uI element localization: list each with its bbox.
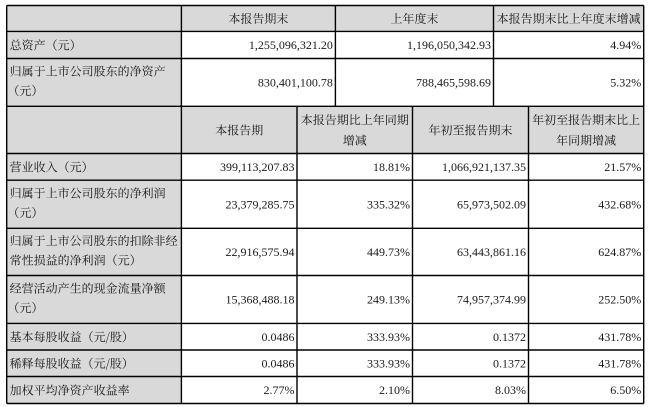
svg-text:333.93%: 333.93% [367, 356, 410, 370]
svg-text:1,196,050,342.93: 1,196,050,342.93 [407, 38, 491, 52]
svg-text:15,368,488.18: 15,368,488.18 [226, 293, 295, 307]
svg-text:399,113,207.83: 399,113,207.83 [220, 160, 295, 174]
svg-text:5.32%: 5.32% [610, 76, 641, 90]
svg-text:431.78%: 431.78% [598, 330, 641, 344]
svg-text:0.1372: 0.1372 [493, 356, 526, 370]
svg-text:788,465,598.69: 788,465,598.69 [416, 76, 491, 90]
svg-text:252.50%: 252.50% [598, 293, 641, 307]
svg-text:432.68%: 432.68% [598, 197, 641, 211]
svg-text:1,066,921,137.35: 1,066,921,137.35 [442, 160, 526, 174]
svg-text:22,916,575.94: 22,916,575.94 [226, 245, 295, 259]
svg-text:431.78%: 431.78% [598, 356, 641, 370]
svg-text:74,957,374.99: 74,957,374.99 [457, 293, 526, 307]
svg-text:2.77%: 2.77% [264, 383, 295, 397]
svg-text:23,379,285.75: 23,379,285.75 [226, 197, 295, 211]
svg-text:0.0486: 0.0486 [262, 356, 295, 370]
svg-text:65,973,502.09: 65,973,502.09 [457, 197, 526, 211]
svg-text:4.94%: 4.94% [610, 38, 641, 52]
svg-text:18.81%: 18.81% [373, 160, 410, 174]
svg-text:6.50%: 6.50% [610, 383, 641, 397]
svg-text:1,255,096,321.20: 1,255,096,321.20 [249, 38, 333, 52]
svg-text:63,443,861.16: 63,443,861.16 [457, 245, 526, 259]
svg-text:624.87%: 624.87% [598, 245, 641, 259]
svg-text:333.93%: 333.93% [367, 330, 410, 344]
svg-text:249.13%: 249.13% [367, 293, 410, 307]
svg-text:0.1372: 0.1372 [493, 330, 526, 344]
svg-text:0.0486: 0.0486 [262, 330, 295, 344]
svg-text:449.73%: 449.73% [367, 245, 410, 259]
svg-text:335.32%: 335.32% [367, 197, 410, 211]
svg-text:21.57%: 21.57% [604, 160, 641, 174]
svg-text:8.03%: 8.03% [495, 383, 526, 397]
svg-text:830,401,100.78: 830,401,100.78 [258, 76, 333, 90]
svg-text:2.10%: 2.10% [379, 383, 410, 397]
